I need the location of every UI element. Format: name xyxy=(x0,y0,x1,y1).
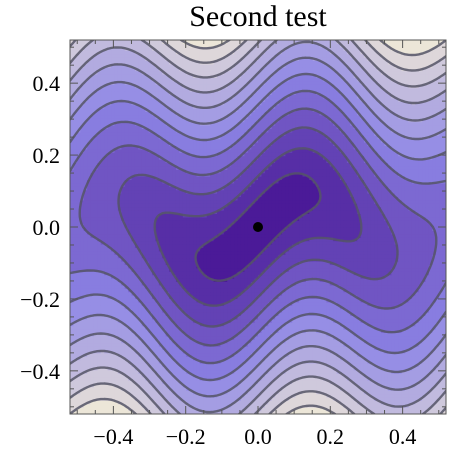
ticks xyxy=(70,40,446,414)
y-tick-label: −0.2 xyxy=(20,287,60,312)
minimum-marker xyxy=(253,222,263,232)
contour-line-7 xyxy=(70,56,446,398)
chart-title: Second test xyxy=(189,0,327,33)
contour-line-10 xyxy=(70,40,446,414)
x-tick-label: 0.2 xyxy=(317,424,345,449)
x-tick-label: −0.2 xyxy=(166,424,206,449)
contour-line-2 xyxy=(153,147,363,307)
contour-line-3 xyxy=(117,126,399,328)
contour-line-1 xyxy=(194,172,322,282)
contour-line-8 xyxy=(70,40,446,414)
contour-line-9 xyxy=(70,40,446,414)
contour-line-4 xyxy=(78,107,438,347)
contour-line-6 xyxy=(70,72,446,382)
y-tick-label: 0.0 xyxy=(33,215,61,240)
x-tick-label: −0.4 xyxy=(93,424,133,449)
y-tick-label: 0.4 xyxy=(33,71,61,96)
contour-line-11 xyxy=(70,40,446,414)
y-tick-label: −0.4 xyxy=(20,359,60,384)
contour-line-12 xyxy=(70,40,446,414)
x-tick-label: 0.0 xyxy=(244,424,272,449)
y-tick-label: 0.2 xyxy=(33,143,61,168)
contour-line-5 xyxy=(70,89,446,365)
x-tick-label: 0.4 xyxy=(389,424,417,449)
contour-lines xyxy=(70,40,446,414)
